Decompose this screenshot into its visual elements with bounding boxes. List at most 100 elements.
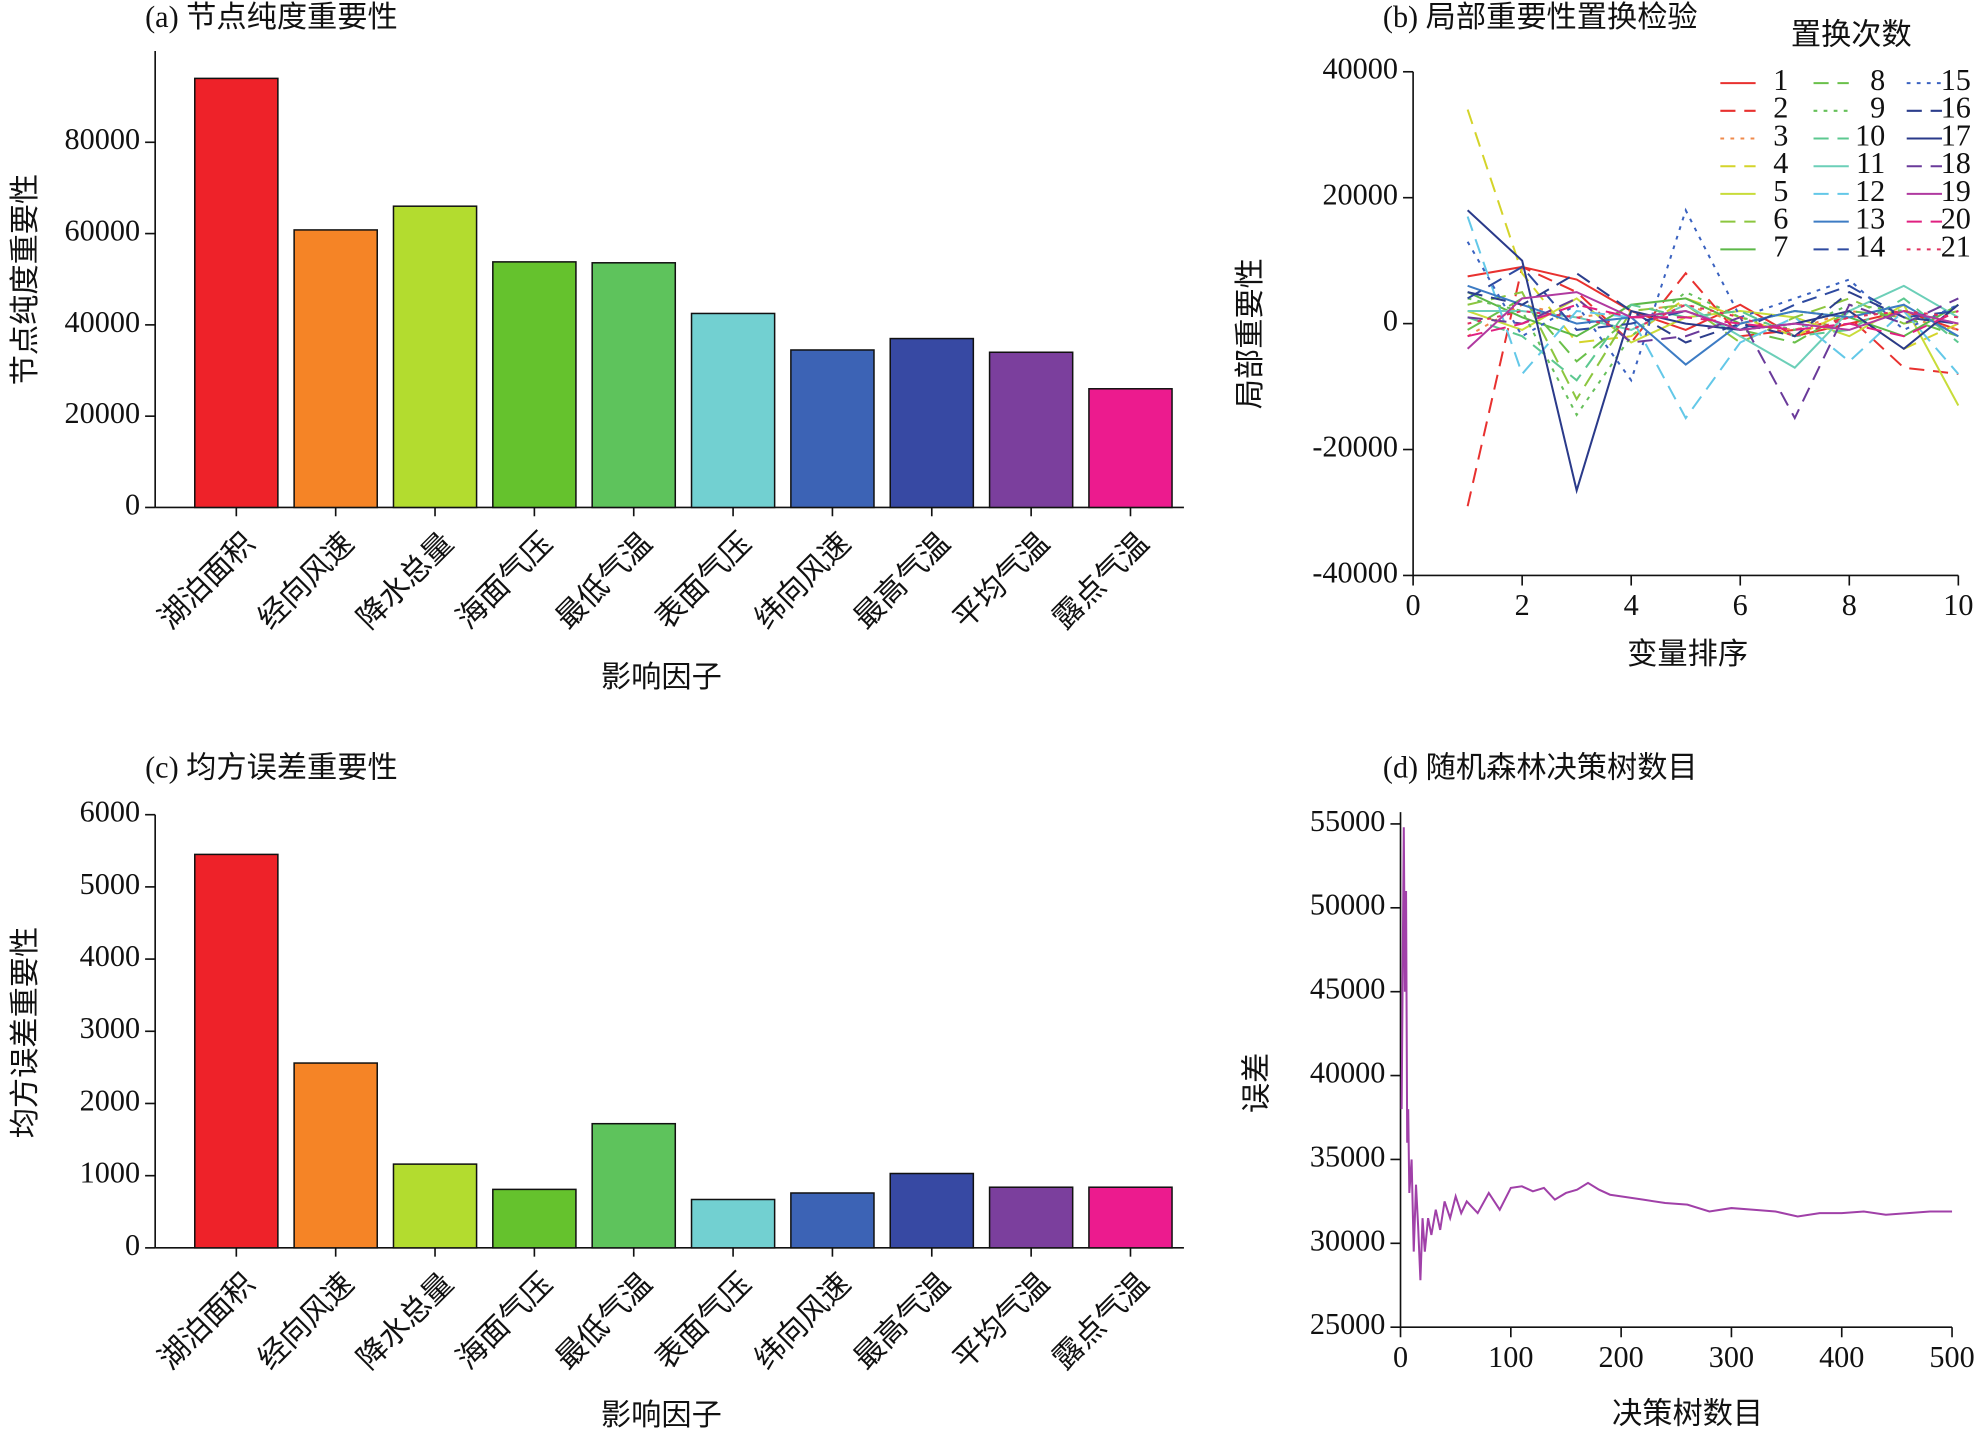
bar bbox=[392, 1163, 478, 1249]
y-tick-label: 0 bbox=[1383, 304, 1398, 338]
x-tick-label: 降水总量 bbox=[350, 526, 460, 636]
x-tick-label: 最高气温 bbox=[847, 1266, 957, 1376]
x-tick-label: 露点气温 bbox=[1046, 526, 1156, 636]
series-line bbox=[1467, 303, 1959, 338]
y-tick-label: -40000 bbox=[1312, 555, 1398, 589]
x-tick-label: 平均气温 bbox=[947, 1266, 1057, 1376]
bar bbox=[591, 262, 677, 509]
y-tick-label: 40000 bbox=[65, 305, 141, 339]
x-tick-label: 纬向风速 bbox=[748, 1266, 858, 1376]
bar bbox=[492, 1188, 577, 1249]
bar bbox=[392, 205, 478, 509]
x-tick-label: 海面气压 bbox=[450, 526, 560, 636]
x-tick-label: 0 bbox=[1393, 1340, 1408, 1374]
bar bbox=[790, 1192, 875, 1249]
series-line bbox=[1400, 827, 1953, 1281]
x-tick-label: 经向风速 bbox=[251, 1266, 361, 1376]
legend-label: 14 bbox=[1855, 229, 1885, 263]
y-tick-label: -20000 bbox=[1312, 429, 1398, 463]
bar bbox=[988, 1186, 1074, 1249]
y-tick-label: 20000 bbox=[65, 396, 141, 430]
x-tick-label: 湖泊面积 bbox=[152, 1266, 262, 1376]
y-axis-label: 误差 bbox=[1239, 1053, 1273, 1113]
chart-title: (c) 均方误差重要性 bbox=[145, 751, 398, 785]
legend-label: 5 bbox=[1773, 174, 1788, 208]
y-tick-label: 2000 bbox=[80, 1083, 140, 1117]
legend-label: 13 bbox=[1855, 202, 1885, 236]
series-line bbox=[1467, 272, 1959, 344]
y-tick-label: 25000 bbox=[1310, 1307, 1386, 1341]
x-tick-label: 平均气温 bbox=[947, 526, 1057, 636]
x-tick-label: 湖泊面积 bbox=[152, 526, 262, 636]
bar bbox=[194, 853, 279, 1249]
x-axis-label: 影响因子 bbox=[601, 660, 722, 694]
series-line bbox=[1466, 265, 1959, 507]
y-tick-label: 35000 bbox=[1310, 1139, 1386, 1173]
series-line bbox=[1467, 265, 1959, 331]
y-tick-label: 40000 bbox=[1322, 52, 1398, 86]
series-line bbox=[1467, 297, 1959, 421]
bar bbox=[194, 77, 279, 509]
bar bbox=[690, 1198, 776, 1249]
x-tick-label: 100 bbox=[1488, 1340, 1533, 1374]
bar bbox=[889, 1172, 975, 1249]
x-tick-label: 400 bbox=[1819, 1340, 1864, 1374]
y-tick-label: 50000 bbox=[1310, 888, 1386, 922]
x-axis-label: 影响因子 bbox=[601, 1398, 722, 1432]
x-tick-label: 4 bbox=[1624, 588, 1639, 622]
x-tick-label: 降水总量 bbox=[350, 1266, 460, 1376]
legend-label: 15 bbox=[1941, 63, 1971, 97]
x-axis-label: 决策树数目 bbox=[1612, 1397, 1763, 1431]
legend-label: 10 bbox=[1855, 118, 1885, 152]
chart-title: (a) 节点纯度重要性 bbox=[145, 0, 398, 34]
y-tick-label: 5000 bbox=[80, 867, 140, 901]
legend-label: 19 bbox=[1941, 174, 1971, 208]
legend-label: 17 bbox=[1941, 118, 1971, 152]
x-tick-label: 0 bbox=[1406, 588, 1421, 622]
chart-title: (b) 局部重要性置换检验 bbox=[1383, 0, 1698, 34]
bar bbox=[690, 312, 776, 509]
legend-label: 18 bbox=[1941, 146, 1971, 180]
series-line bbox=[1467, 265, 1959, 338]
legend-label: 4 bbox=[1773, 146, 1788, 180]
x-tick-label: 表面气压 bbox=[649, 1266, 759, 1376]
x-tick-label: 200 bbox=[1598, 1340, 1643, 1374]
chart-title: (d) 随机森林决策树数目 bbox=[1383, 751, 1698, 785]
x-tick-label: 纬向风速 bbox=[748, 526, 858, 636]
x-tick-label: 500 bbox=[1929, 1340, 1974, 1374]
legend-label: 3 bbox=[1773, 118, 1788, 152]
x-tick-label: 10 bbox=[1943, 588, 1973, 622]
series-line bbox=[1466, 109, 1959, 350]
x-tick-label: 2 bbox=[1515, 588, 1530, 622]
y-tick-label: 6000 bbox=[80, 795, 140, 829]
legend-title: 置换次数 bbox=[1791, 18, 1912, 52]
legend-label: 8 bbox=[1870, 63, 1885, 97]
bar bbox=[1088, 1186, 1173, 1249]
legend-label: 9 bbox=[1870, 91, 1885, 125]
legend-label: 7 bbox=[1773, 229, 1788, 263]
x-tick-label: 最高气温 bbox=[847, 526, 957, 636]
y-tick-label: 0 bbox=[125, 487, 140, 521]
y-tick-label: 60000 bbox=[65, 214, 141, 248]
y-axis-label: 节点纯度重要性 bbox=[8, 174, 42, 386]
y-tick-label: 0 bbox=[125, 1228, 140, 1262]
y-tick-label: 4000 bbox=[80, 939, 140, 973]
y-tick-label: 3000 bbox=[80, 1011, 140, 1045]
bar bbox=[293, 1062, 378, 1249]
legend-label: 12 bbox=[1855, 174, 1885, 208]
x-tick-label: 经向风速 bbox=[251, 526, 361, 636]
bar bbox=[492, 261, 577, 509]
bar bbox=[988, 351, 1074, 509]
legend-label: 21 bbox=[1941, 229, 1971, 263]
y-tick-label: 45000 bbox=[1310, 972, 1386, 1006]
bar bbox=[1088, 388, 1173, 509]
x-tick-label: 8 bbox=[1842, 588, 1857, 622]
y-axis-label: 均方误差重要性 bbox=[8, 927, 42, 1139]
bar bbox=[293, 229, 378, 509]
legend-label: 6 bbox=[1773, 202, 1788, 236]
legend-label: 20 bbox=[1941, 202, 1971, 236]
x-tick-label: 最低气温 bbox=[549, 1266, 659, 1376]
series-line bbox=[1467, 290, 1959, 402]
